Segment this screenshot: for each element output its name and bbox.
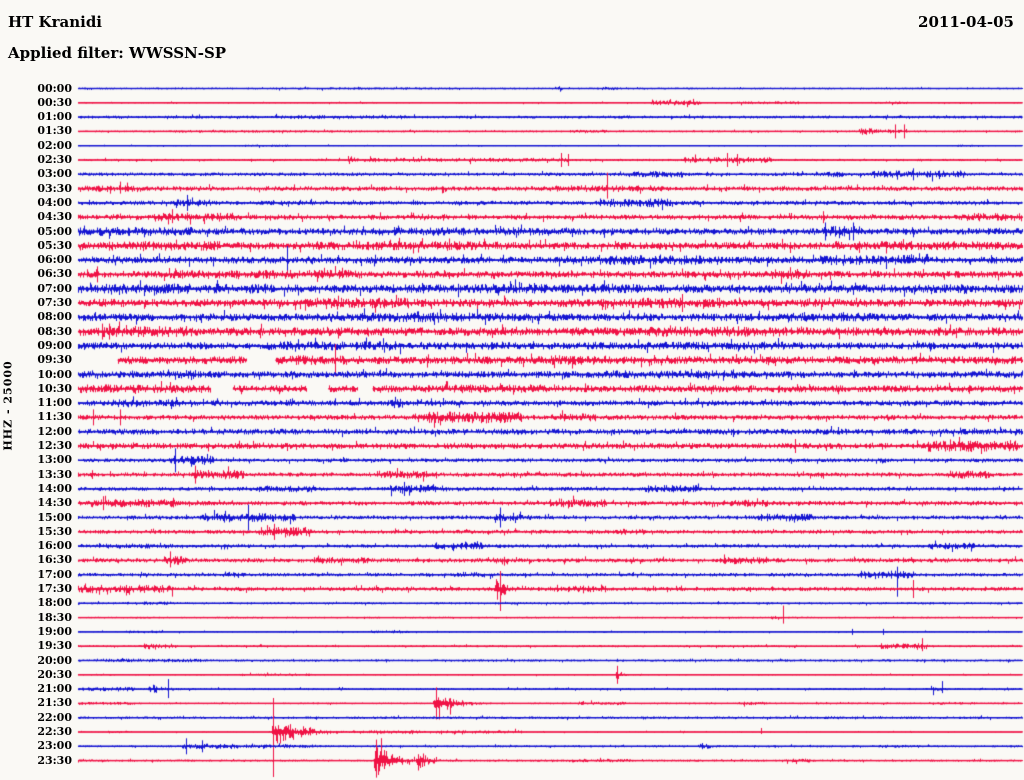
row-time-label: 02:00	[37, 138, 72, 152]
row-time-label: 22:00	[37, 710, 72, 724]
row-time-label: 07:00	[37, 281, 72, 295]
row-time-label: 11:30	[37, 410, 72, 424]
row-time-label: 23:00	[37, 739, 72, 753]
row-time-label: 00:00	[37, 81, 72, 95]
row-time-label: 21:00	[37, 682, 72, 696]
row-time-label: 01:30	[37, 124, 72, 138]
row-time-label: 00:30	[37, 95, 72, 109]
row-time-label: 17:00	[37, 567, 72, 581]
row-time-label: 06:30	[37, 267, 72, 281]
row-time-label: 15:30	[37, 524, 72, 538]
row-time-label: 19:00	[37, 624, 72, 638]
row-time-label: 13:00	[37, 453, 72, 467]
row-time-label: 12:30	[37, 439, 72, 452]
row-time-label: 01:00	[37, 110, 72, 124]
row-time-label: 18:00	[37, 596, 72, 610]
row-time-label: 03:00	[37, 167, 72, 181]
row-time-label: 10:00	[37, 367, 72, 381]
row-time-label: 05:00	[37, 224, 72, 238]
row-time-label: 03:30	[37, 181, 72, 195]
row-time-label: 16:30	[37, 553, 72, 567]
row-time-label: 20:00	[37, 653, 72, 667]
row-time-label: 17:30	[37, 582, 72, 595]
row-time-label: 07:30	[37, 296, 72, 309]
date-label: 2011-04-05	[918, 13, 1014, 31]
row-time-label: 02:30	[37, 153, 72, 166]
row-time-label: 05:30	[37, 238, 72, 252]
row-time-label: 12:00	[37, 424, 72, 438]
station-title: HT Kranidi	[8, 13, 103, 31]
row-time-label: 09:00	[37, 338, 72, 352]
row-time-label: 19:30	[37, 639, 72, 653]
row-time-label: 10:30	[37, 381, 72, 395]
row-time-label: 08:30	[37, 324, 72, 338]
row-time-label: 11:00	[37, 396, 72, 410]
row-time-label: 06:00	[37, 253, 72, 267]
row-time-label: 04:00	[37, 195, 72, 209]
row-time-labels: 00:00 00:30 01:00 01:30 02:00 02:30 03:00 03:30…	[0, 0, 72, 780]
row-time-label: 14:00	[37, 481, 72, 495]
row-time-label: 04:30	[37, 210, 72, 224]
row-time-label: 08:00	[37, 310, 72, 324]
row-time-label: 14:30	[37, 496, 72, 510]
row-time-label: 16:00	[37, 539, 72, 553]
row-time-label: 20:30	[37, 667, 72, 681]
row-time-label: 23:30	[37, 753, 72, 767]
row-time-label: 13:30	[37, 467, 72, 481]
row-time-label: 21:30	[37, 696, 72, 710]
row-time-label: 09:30	[37, 353, 72, 367]
row-time-label: 18:30	[37, 610, 72, 624]
applied-filter-label: Applied filter: WWSSN-SP	[8, 44, 227, 62]
row-time-label: 15:00	[37, 510, 72, 524]
row-time-label: 22:30	[37, 725, 72, 738]
